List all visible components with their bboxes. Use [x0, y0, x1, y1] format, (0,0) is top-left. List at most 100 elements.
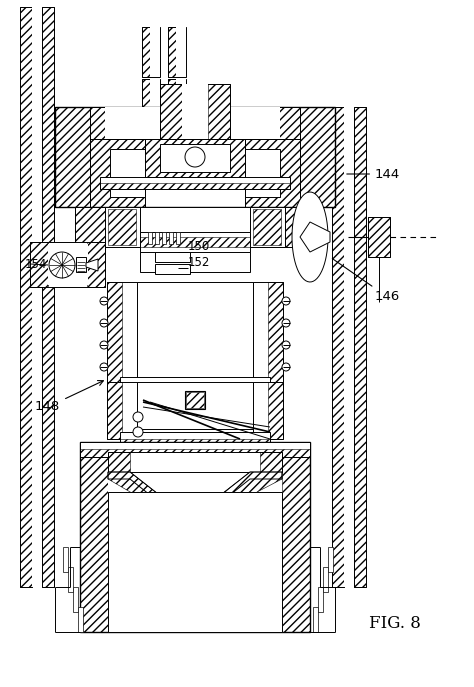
Bar	[120, 384, 270, 392]
Text: 154: 154	[25, 258, 47, 271]
Bar	[208, 84, 230, 139]
Bar	[76, 257, 86, 272]
Bar	[137, 282, 253, 382]
Bar	[332, 107, 344, 587]
Bar	[108, 209, 136, 245]
Bar	[73, 587, 78, 612]
Bar	[90, 107, 300, 139]
Bar	[75, 207, 105, 247]
Polygon shape	[108, 472, 282, 527]
Bar	[200, 107, 280, 139]
Bar	[176, 79, 186, 107]
Bar	[282, 442, 310, 632]
Bar	[90, 139, 145, 207]
Bar	[80, 442, 108, 632]
Bar	[108, 452, 282, 472]
Bar	[68, 567, 73, 592]
Bar	[30, 242, 48, 287]
Bar	[42, 7, 54, 587]
Bar	[142, 79, 150, 107]
Circle shape	[282, 341, 290, 349]
Bar	[30, 242, 105, 287]
Bar	[160, 84, 182, 139]
Bar	[55, 107, 90, 207]
Bar	[48, 244, 88, 285]
Bar	[142, 79, 160, 107]
Polygon shape	[292, 192, 328, 282]
Bar	[140, 207, 250, 272]
Bar	[168, 79, 176, 107]
Bar	[142, 27, 150, 77]
Bar	[176, 232, 180, 244]
Bar	[162, 232, 166, 244]
Text: 146: 146	[332, 258, 400, 304]
Bar	[169, 232, 173, 244]
Bar	[245, 149, 280, 197]
Bar	[80, 449, 310, 457]
Bar	[42, 7, 54, 587]
Bar	[168, 27, 186, 77]
Bar	[148, 232, 152, 244]
Bar	[120, 432, 270, 447]
Bar	[145, 139, 245, 177]
Bar	[328, 547, 333, 572]
Circle shape	[100, 319, 108, 327]
Bar	[75, 207, 315, 247]
Bar	[253, 282, 283, 382]
Text: 152: 152	[188, 256, 210, 269]
Bar	[100, 183, 290, 189]
Bar	[332, 107, 344, 587]
Bar	[168, 27, 176, 77]
Bar	[260, 452, 282, 472]
Circle shape	[100, 297, 108, 305]
Circle shape	[49, 252, 75, 278]
Bar	[55, 107, 335, 207]
Bar	[120, 439, 270, 447]
Bar	[80, 442, 310, 457]
Bar	[120, 377, 270, 392]
Bar	[20, 7, 32, 587]
Circle shape	[100, 363, 108, 371]
Bar	[344, 107, 354, 587]
Bar	[55, 107, 90, 207]
Bar	[140, 232, 250, 252]
Bar	[354, 107, 366, 587]
Bar	[142, 27, 160, 77]
Bar	[108, 452, 130, 472]
Bar	[253, 209, 281, 245]
Bar	[268, 382, 283, 439]
Circle shape	[282, 363, 290, 371]
Bar	[268, 282, 283, 382]
Bar	[354, 107, 366, 587]
Bar	[182, 84, 208, 139]
Bar	[150, 27, 160, 77]
Bar	[145, 139, 245, 177]
Bar	[155, 232, 159, 244]
Bar	[105, 107, 185, 139]
Bar	[32, 7, 42, 587]
Bar	[155, 252, 190, 262]
Bar	[186, 392, 204, 408]
Circle shape	[185, 147, 205, 167]
Bar	[323, 567, 328, 592]
Bar	[368, 217, 390, 257]
Bar	[90, 139, 145, 207]
Circle shape	[133, 412, 143, 422]
Bar	[107, 282, 122, 382]
Polygon shape	[86, 259, 98, 271]
Bar	[313, 607, 318, 632]
Bar	[300, 107, 335, 207]
Bar	[90, 107, 300, 139]
Bar	[150, 79, 160, 107]
Bar	[155, 264, 190, 274]
Bar	[253, 382, 283, 439]
Bar	[87, 242, 105, 287]
Bar	[80, 442, 310, 632]
Bar	[108, 492, 282, 632]
Bar	[185, 391, 205, 409]
Text: FIG. 8: FIG. 8	[369, 615, 421, 632]
Bar	[63, 547, 68, 572]
Bar	[168, 79, 186, 107]
Bar	[108, 442, 282, 632]
Bar	[245, 139, 300, 207]
